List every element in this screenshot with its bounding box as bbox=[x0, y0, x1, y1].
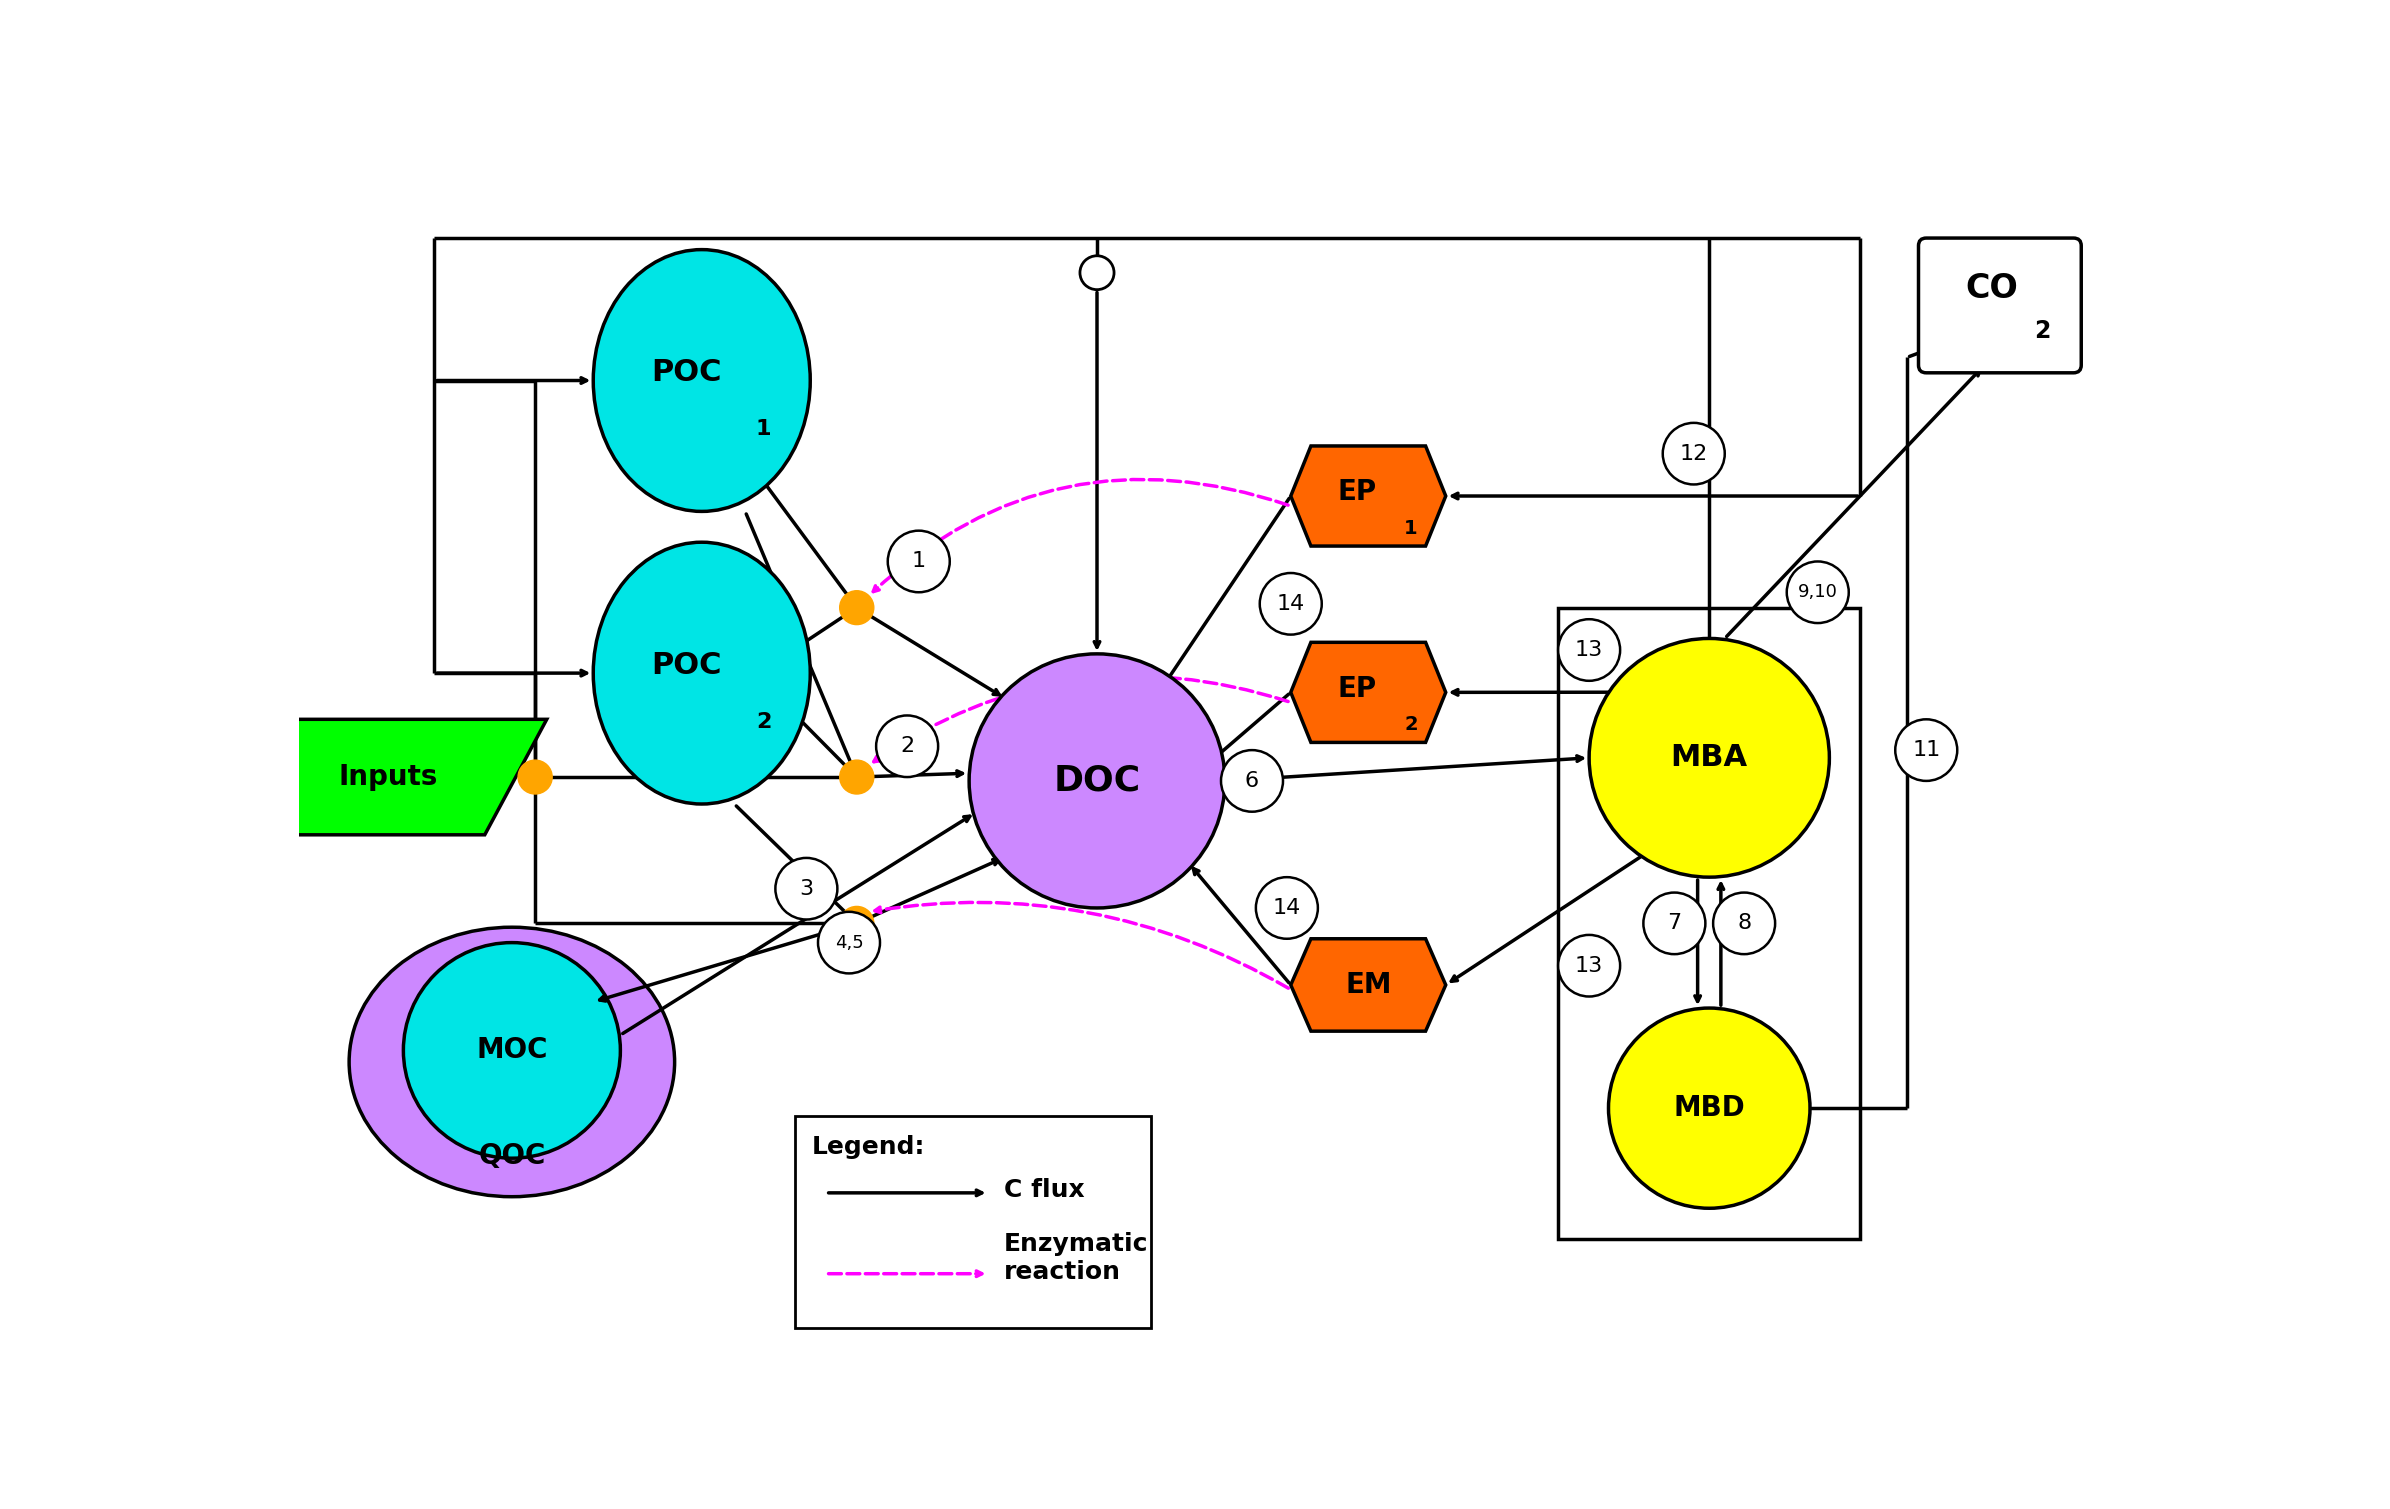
Text: MBD: MBD bbox=[1673, 1094, 1745, 1123]
Circle shape bbox=[877, 715, 939, 777]
Text: 13: 13 bbox=[1575, 955, 1604, 976]
Circle shape bbox=[1895, 720, 1957, 782]
Text: EP: EP bbox=[1336, 478, 1377, 506]
FancyBboxPatch shape bbox=[1919, 238, 2082, 373]
Text: 11: 11 bbox=[1912, 739, 1941, 761]
Text: 12: 12 bbox=[1680, 444, 1709, 463]
Polygon shape bbox=[1291, 643, 1446, 742]
Text: 9,10: 9,10 bbox=[1797, 584, 1838, 601]
Circle shape bbox=[839, 907, 875, 940]
Circle shape bbox=[887, 531, 949, 592]
Circle shape bbox=[1714, 892, 1776, 954]
Text: QOC: QOC bbox=[478, 1142, 545, 1169]
Text: 4,5: 4,5 bbox=[834, 934, 863, 952]
Circle shape bbox=[1221, 750, 1283, 812]
Text: 1: 1 bbox=[1403, 519, 1417, 539]
Ellipse shape bbox=[349, 927, 674, 1197]
Text: MBA: MBA bbox=[1671, 744, 1747, 773]
Polygon shape bbox=[1291, 939, 1446, 1031]
Circle shape bbox=[1558, 936, 1620, 996]
Circle shape bbox=[839, 761, 875, 794]
Text: 1: 1 bbox=[755, 420, 772, 439]
Circle shape bbox=[1589, 638, 1828, 877]
Text: 2: 2 bbox=[755, 712, 772, 732]
Circle shape bbox=[1558, 619, 1620, 681]
Circle shape bbox=[839, 590, 875, 625]
Text: MOC: MOC bbox=[476, 1037, 547, 1064]
Circle shape bbox=[1608, 1008, 1809, 1209]
Text: CO: CO bbox=[1965, 272, 2020, 305]
Text: 14: 14 bbox=[1274, 898, 1300, 917]
Text: C flux: C flux bbox=[1004, 1179, 1085, 1201]
Polygon shape bbox=[1291, 447, 1446, 546]
Circle shape bbox=[1644, 892, 1706, 954]
Text: 3: 3 bbox=[798, 878, 813, 899]
Circle shape bbox=[968, 653, 1224, 908]
Text: 6: 6 bbox=[1245, 771, 1260, 791]
FancyBboxPatch shape bbox=[1558, 608, 1859, 1239]
Ellipse shape bbox=[593, 542, 810, 804]
Text: POC: POC bbox=[650, 650, 722, 681]
Circle shape bbox=[1260, 573, 1322, 635]
Text: Inputs: Inputs bbox=[339, 764, 437, 791]
Text: DOC: DOC bbox=[1054, 764, 1140, 798]
Text: 2: 2 bbox=[901, 736, 915, 756]
Circle shape bbox=[1663, 423, 1726, 484]
Text: 2: 2 bbox=[2034, 318, 2051, 343]
FancyBboxPatch shape bbox=[796, 1115, 1152, 1328]
Text: 2: 2 bbox=[1403, 715, 1417, 735]
Circle shape bbox=[519, 761, 552, 794]
Circle shape bbox=[1255, 877, 1317, 939]
Circle shape bbox=[404, 943, 621, 1159]
Text: 7: 7 bbox=[1668, 913, 1683, 934]
Text: 14: 14 bbox=[1276, 595, 1305, 614]
Ellipse shape bbox=[593, 249, 810, 512]
Circle shape bbox=[817, 911, 880, 973]
Text: 13: 13 bbox=[1575, 640, 1604, 659]
Circle shape bbox=[774, 859, 836, 919]
Circle shape bbox=[1788, 561, 1850, 623]
Text: 1: 1 bbox=[911, 551, 925, 572]
Text: Enzymatic
reaction: Enzymatic reaction bbox=[1004, 1233, 1150, 1284]
Polygon shape bbox=[229, 720, 547, 834]
Text: EM: EM bbox=[1346, 970, 1391, 999]
Text: POC: POC bbox=[650, 358, 722, 388]
Text: Legend:: Legend: bbox=[813, 1135, 925, 1159]
Circle shape bbox=[1080, 255, 1114, 290]
Text: 8: 8 bbox=[1738, 913, 1752, 934]
Text: EP: EP bbox=[1336, 675, 1377, 703]
